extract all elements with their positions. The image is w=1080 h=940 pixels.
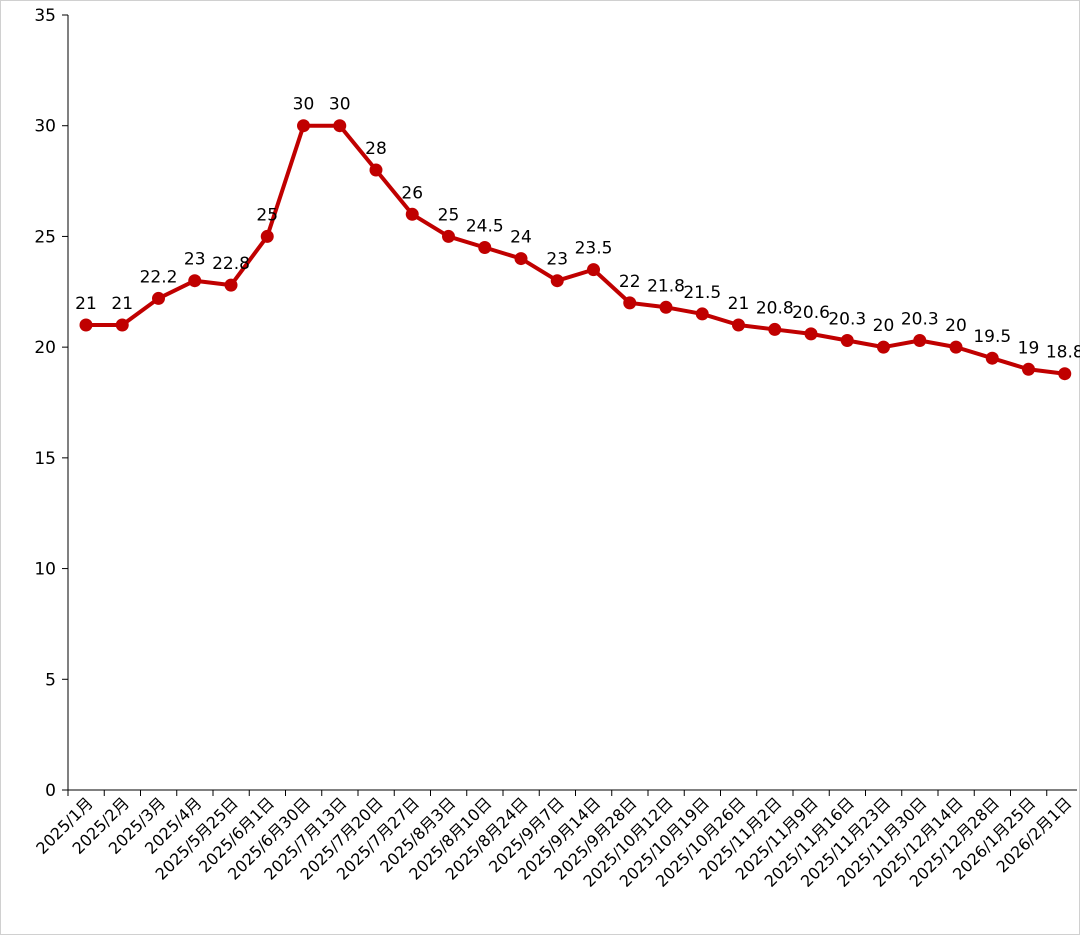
data-label: 20	[873, 316, 895, 336]
data-point	[804, 327, 818, 341]
data-label: 23	[184, 250, 206, 270]
data-point	[297, 119, 310, 133]
y-tick-label: 15	[34, 449, 56, 469]
data-label: 19.5	[973, 327, 1011, 347]
data-label: 20.3	[901, 310, 939, 330]
data-point	[913, 334, 927, 347]
data-label: 22	[619, 272, 641, 292]
y-tick-label: 30	[34, 117, 56, 137]
data-point	[550, 274, 564, 288]
data-point	[1022, 362, 1035, 376]
y-tick-label: 20	[34, 338, 56, 358]
data-point	[369, 163, 383, 177]
data-point	[260, 229, 274, 243]
y-tick-label: 0	[45, 781, 56, 801]
data-point	[732, 318, 745, 332]
data-point	[840, 334, 854, 347]
data-point	[514, 252, 528, 266]
data-point	[405, 207, 419, 221]
data-label: 24	[510, 228, 532, 248]
data-label: 20.3	[828, 310, 866, 330]
y-tick-label: 5	[45, 670, 56, 690]
data-label: 23.5	[575, 239, 613, 259]
data-point	[188, 274, 202, 288]
data-label: 25	[438, 205, 460, 225]
data-point	[623, 296, 637, 310]
data-point	[587, 263, 600, 277]
y-tick-label: 10	[34, 560, 56, 580]
data-point	[768, 322, 782, 336]
data-label: 18.8	[1046, 343, 1080, 363]
series-layer	[79, 119, 1072, 381]
data-label: 21	[728, 294, 750, 314]
y-axis: 0 5 10 15 20 25 30 35	[34, 6, 69, 801]
x-axis: 2025/1月2025/2月2025/3月2025/4月2025/5月25日20…	[32, 789, 1077, 891]
data-label: 22.2	[140, 267, 178, 287]
data-point	[877, 340, 890, 354]
data-point	[695, 307, 709, 321]
data-labels-layer: 21 21 22.2 23 22.8 25 30 30 28 26 25 24.5 24 23 23.5 22…	[75, 95, 1080, 363]
data-label: 26	[401, 183, 423, 203]
data-label: 21.5	[683, 283, 721, 303]
data-label: 22.8	[212, 254, 250, 274]
data-label: 28	[365, 139, 387, 159]
data-point	[985, 351, 999, 365]
data-label: 21	[111, 294, 133, 314]
data-label: 20.6	[792, 303, 830, 323]
data-label: 30	[329, 95, 351, 115]
series-line	[84, 123, 1067, 376]
data-label: 25	[256, 205, 278, 225]
data-point	[949, 340, 963, 354]
data-label: 19	[1018, 338, 1040, 358]
data-point	[115, 318, 129, 332]
data-label: 30	[293, 95, 315, 115]
data-point	[79, 318, 93, 332]
data-label: 20	[945, 316, 967, 336]
data-point	[333, 119, 347, 133]
y-tick-label: 25	[34, 227, 56, 247]
data-point	[1058, 367, 1072, 381]
data-point	[478, 241, 492, 254]
data-label: 24.5	[466, 217, 504, 237]
data-label: 21	[75, 294, 97, 314]
data-point	[152, 291, 165, 305]
data-label: 21.8	[647, 276, 685, 296]
y-tick-label: 35	[34, 6, 56, 26]
data-point	[659, 300, 673, 314]
data-label: 20.8	[756, 298, 794, 318]
data-point	[224, 278, 238, 292]
data-label: 23	[546, 250, 568, 270]
data-point	[442, 229, 455, 243]
